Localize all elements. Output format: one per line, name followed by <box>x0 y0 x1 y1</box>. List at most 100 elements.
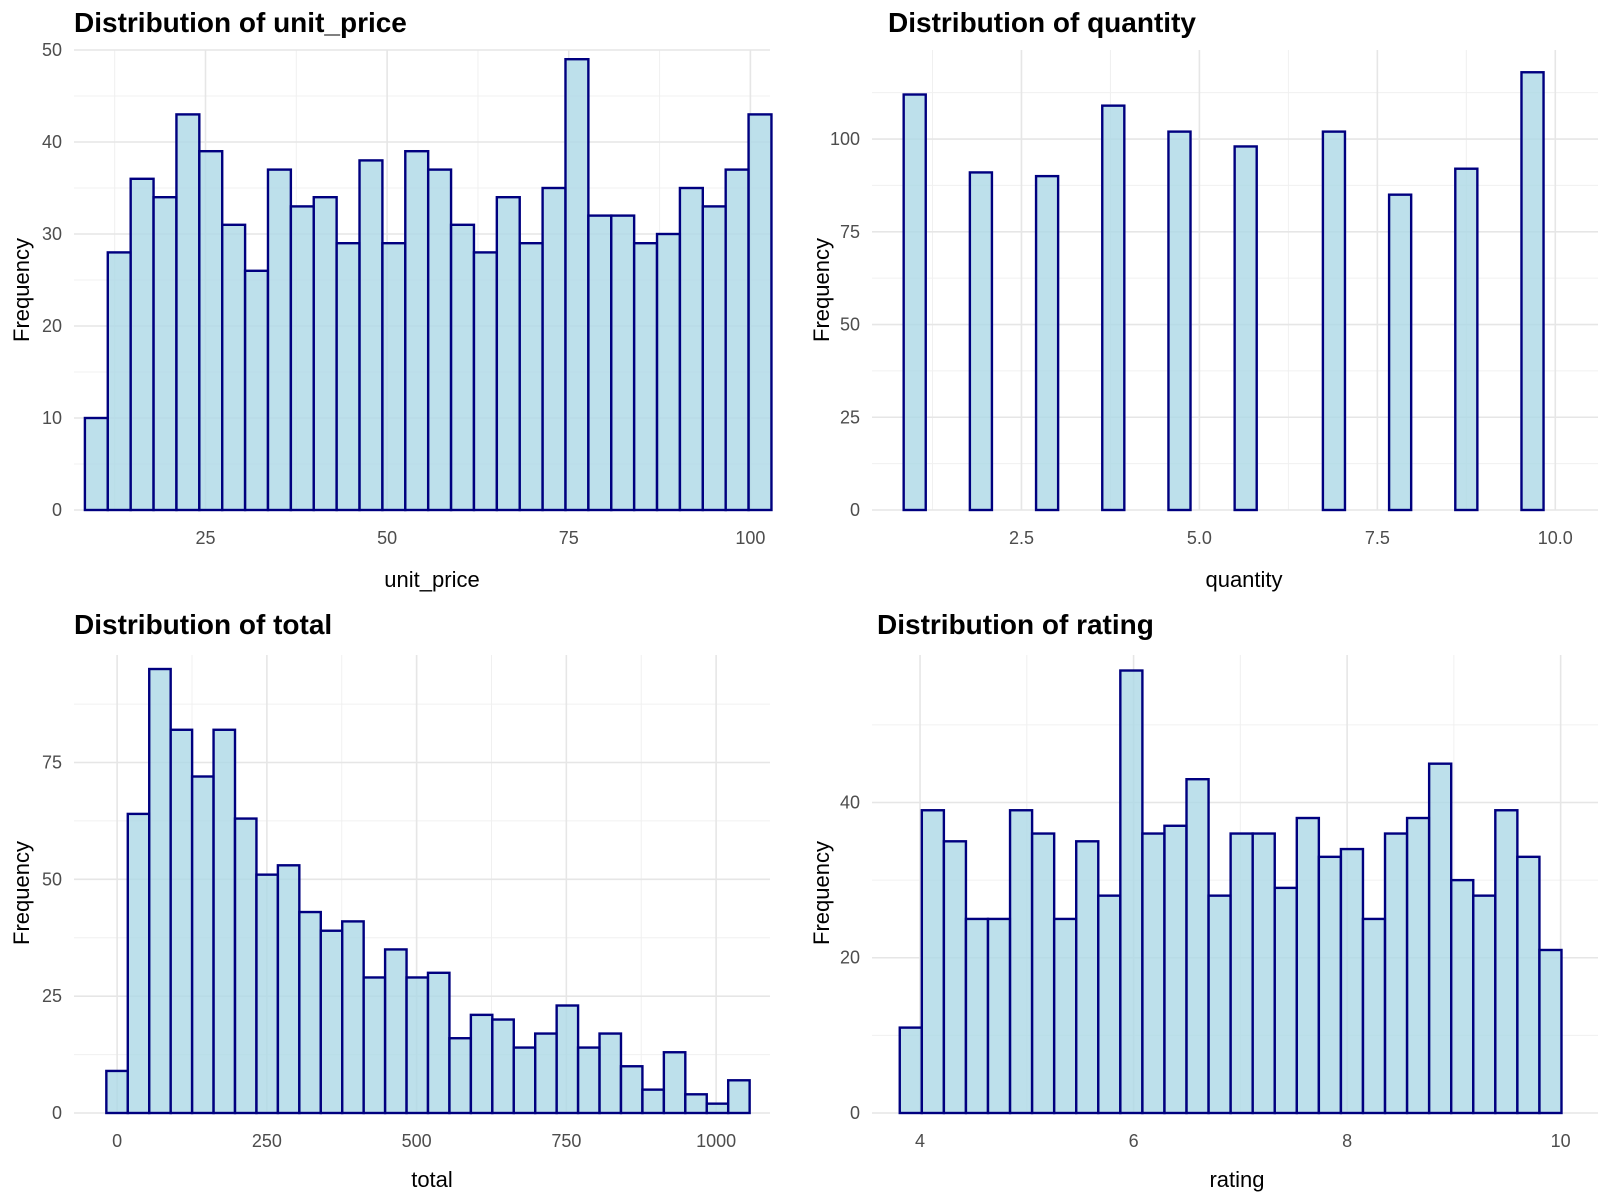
y-tick-label: 75 <box>840 222 860 242</box>
histogram-bar <box>491 1018 515 1115</box>
histogram-bar <box>358 159 384 512</box>
histogram-bar <box>175 113 201 512</box>
x-tick-label: 7.5 <box>1365 528 1390 548</box>
histogram-bar <box>1207 894 1232 1115</box>
histogram-bar <box>1339 847 1365 1115</box>
y-tick-label: 10 <box>42 408 62 428</box>
y-tick-label: 100 <box>830 129 860 149</box>
histogram-bar <box>534 1032 558 1115</box>
histogram-bar <box>747 113 773 512</box>
histogram-bar <box>1034 174 1060 512</box>
histogram-bar <box>319 929 344 1115</box>
histogram-bar <box>576 1046 601 1115</box>
histogram-bar <box>312 195 338 512</box>
histogram-bar <box>405 976 430 1115</box>
histogram-bar <box>106 251 132 512</box>
histogram-bar <box>968 171 994 512</box>
panel-title: Distribution of rating <box>877 609 1154 640</box>
histogram-bar <box>598 1032 623 1115</box>
histogram-bar <box>701 205 727 512</box>
histogram-bar <box>169 728 194 1115</box>
histogram-bar <box>1163 824 1188 1115</box>
histogram-bar <box>448 1037 473 1115</box>
histogram-bar <box>512 1046 537 1115</box>
histogram-bar <box>1538 948 1563 1115</box>
x-tick-label: 75 <box>559 528 579 548</box>
histogram-bar <box>1472 894 1497 1115</box>
histogram-bar <box>641 1088 666 1115</box>
histogram-bar <box>404 149 430 512</box>
histogram-bar <box>1097 894 1122 1115</box>
histogram-bar <box>724 168 750 512</box>
x-tick-label: 2.5 <box>1009 528 1034 548</box>
histogram-bar <box>152 195 178 512</box>
y-axis-label: Frequency <box>809 238 834 342</box>
histogram-bar <box>1008 809 1034 1115</box>
y-tick-label: 50 <box>840 315 860 335</box>
histogram-bar <box>243 269 270 512</box>
histogram-bar <box>198 149 224 512</box>
histogram-bar <box>383 948 408 1115</box>
histogram-bar <box>472 251 499 512</box>
histogram-bar <box>942 840 968 1115</box>
panel-title: Distribution of unit_price <box>74 7 407 38</box>
histogram-bar <box>898 1026 924 1115</box>
histogram-bar <box>298 910 322 1115</box>
histogram-bar <box>564 58 590 512</box>
histogram-bar <box>266 168 293 512</box>
histogram-bar <box>289 205 315 512</box>
histogram-bar <box>1030 832 1056 1115</box>
x-axis-label: unit_price <box>384 567 479 592</box>
histogram-bar <box>1317 855 1343 1115</box>
histogram-bar <box>610 214 636 512</box>
y-tick-label: 40 <box>840 792 860 812</box>
y-tick-label: 25 <box>42 986 62 1006</box>
x-tick-label: 8 <box>1342 1131 1352 1151</box>
y-tick-label: 40 <box>42 132 62 152</box>
x-tick-label: 4 <box>915 1131 925 1151</box>
histogram-bar <box>362 976 387 1115</box>
y-tick-label: 20 <box>42 316 62 336</box>
histogram-bar <box>221 223 247 512</box>
histogram-bar <box>1101 104 1126 512</box>
panel-title: Distribution of quantity <box>888 7 1196 38</box>
y-tick-label: 0 <box>52 1103 62 1123</box>
histogram-bar <box>1321 130 1347 512</box>
histogram-bar <box>587 214 613 512</box>
histogram-bar <box>655 232 682 512</box>
x-axis-label: quantity <box>1205 567 1282 592</box>
histogram-bar <box>1387 193 1413 512</box>
x-axis-label: rating <box>1209 1167 1264 1192</box>
x-tick-label: 5.0 <box>1187 528 1212 548</box>
histogram-bar <box>1383 832 1409 1115</box>
panel-rating: Distribution of rating rating Frequency … <box>809 609 1598 1192</box>
y-tick-label: 20 <box>840 948 860 968</box>
histogram-bar <box>1427 762 1453 1115</box>
histogram-bar <box>1494 809 1519 1115</box>
x-tick-label: 1000 <box>696 1131 736 1151</box>
x-axis-label: total <box>411 1167 453 1192</box>
histogram-bar <box>381 241 407 512</box>
histogram-bar <box>83 416 109 512</box>
x-tick-label: 750 <box>551 1131 581 1151</box>
histogram-bar <box>684 1093 708 1115</box>
panel-total: Distribution of total total Frequency 0 2… <box>9 609 770 1192</box>
histogram-bar <box>619 1065 644 1115</box>
x-tick-label: 25 <box>195 528 215 548</box>
histogram-bar <box>469 1013 494 1115</box>
y-tick-label: 75 <box>42 752 62 772</box>
histogram-bar <box>1185 778 1210 1115</box>
y-tick-label: 25 <box>840 407 860 427</box>
histogram-bar <box>335 241 361 512</box>
histogram-bar <box>541 186 567 512</box>
histogram-bar <box>1233 145 1258 512</box>
histogram-bar <box>126 812 151 1115</box>
x-tick-label: 10 <box>1551 1131 1571 1151</box>
histogram-bar <box>1251 832 1276 1115</box>
histogram-bar <box>964 917 990 1115</box>
histogram-bar <box>920 809 946 1115</box>
histogram-bar <box>1075 840 1100 1115</box>
histogram-bar <box>1516 855 1541 1115</box>
y-tick-label: 0 <box>850 1103 860 1123</box>
histogram-bar <box>1273 886 1298 1115</box>
